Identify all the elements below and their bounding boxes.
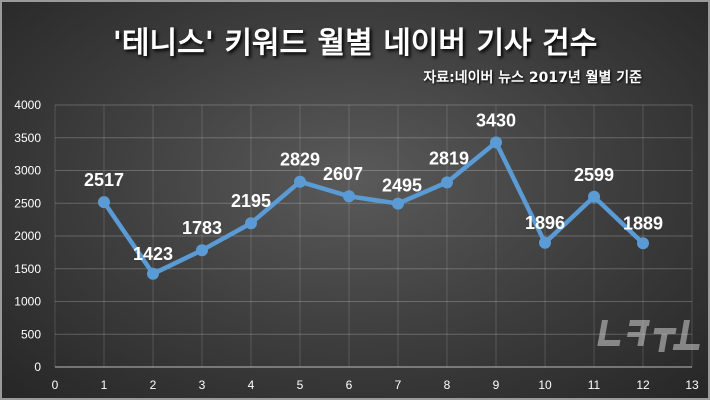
data-point [343,190,355,203]
x-tick-label: 9 [493,378,500,392]
y-tick-label: 1500 [14,262,41,276]
data-point [441,176,453,189]
data-label: 2495 [382,176,422,196]
data-point [245,217,257,230]
logo-stroke [653,328,677,334]
y-tick-label: 2500 [14,196,41,210]
logo-stroke [597,340,621,346]
x-tick-label: 5 [297,378,304,392]
x-tick-label: 3 [199,378,206,392]
x-tick-label: 2 [150,378,157,392]
data-point [490,136,502,149]
x-tick-label: 12 [636,378,650,392]
logo-stroke [672,344,700,350]
data-label: 3430 [476,110,516,130]
data-label: 2517 [84,170,124,190]
x-tick-label: 7 [395,378,402,392]
data-point [539,236,551,249]
data-point [637,237,649,250]
data-label: 1896 [525,213,565,233]
logo-stroke [637,320,648,346]
logo-stroke [658,334,668,352]
chart-subtitle: 자료:네이버 뉴스 2017년 월별 기준 [423,70,642,86]
x-tick-label: 13 [685,378,699,392]
logo-stroke [597,320,608,346]
logo-stroke [678,320,690,350]
data-point [196,244,208,257]
data-point [392,197,404,210]
data-label: 1783 [182,218,222,238]
x-tick-label: 1 [101,378,108,392]
data-label: 2607 [323,164,363,184]
data-label: 2195 [231,191,271,211]
y-tick-label: 0 [34,360,41,374]
data-point [588,190,600,203]
nocut-news-logo [597,320,700,352]
data-label: 1423 [133,244,173,264]
y-tick-label: 500 [21,327,41,341]
logo-stroke [627,332,642,337]
x-tick-label: 8 [444,378,451,392]
y-tick-label: 4000 [14,98,41,112]
x-tick-label: 4 [248,378,255,392]
data-point [147,267,159,280]
chart-title: '테니스' 키워드 월별 네이버 기사 건수 [112,26,598,61]
y-tick-label: 1000 [14,295,41,309]
data-label: 2819 [429,148,469,168]
y-tick-label: 2000 [14,229,41,243]
series-line [102,140,645,277]
data-point [294,175,306,188]
x-tick-label: 11 [588,378,601,392]
data-label: 1889 [623,213,663,233]
y-tick-label: 3000 [14,164,41,178]
x-tick-label: 10 [538,378,552,392]
data-label: 2599 [574,165,614,185]
data-point [98,196,110,209]
y-tick-label: 3500 [14,131,41,145]
x-tick-label: 0 [52,378,59,392]
x-tick-label: 6 [346,378,353,392]
data-label: 2829 [280,150,320,170]
